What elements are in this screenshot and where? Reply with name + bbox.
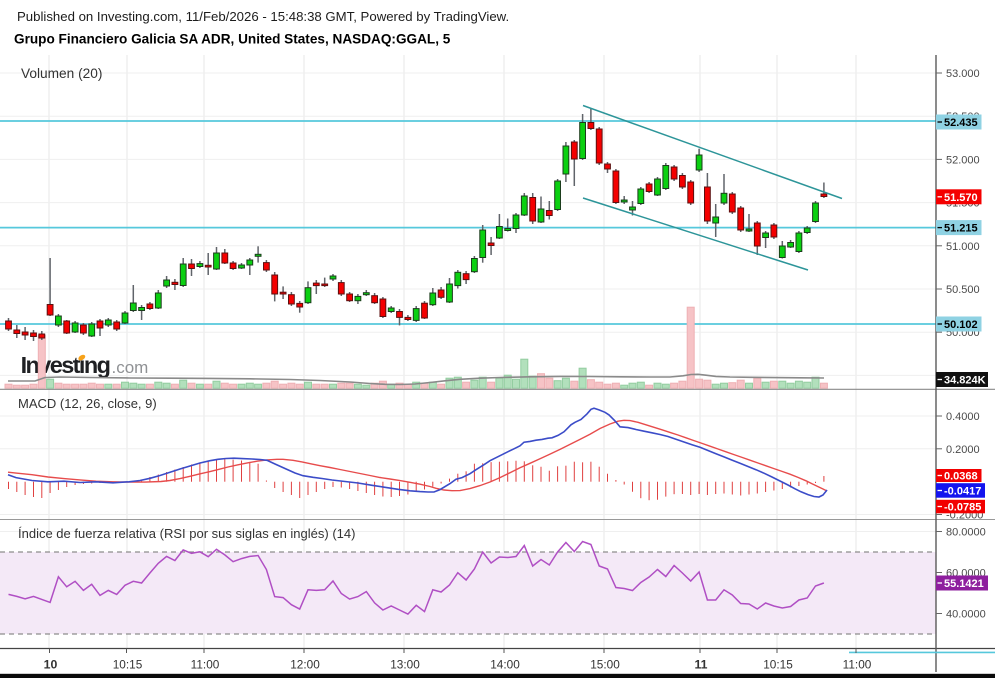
- svg-text:-0.0417: -0.0417: [944, 486, 981, 498]
- svg-text:-0.0785: -0.0785: [944, 502, 981, 514]
- svg-text:15:00: 15:00: [590, 657, 620, 671]
- svg-text:80.0000: 80.0000: [946, 527, 986, 539]
- svg-text:.com: .com: [112, 358, 149, 377]
- svg-text:Grupo Financiero Galicia SA AD: Grupo Financiero Galicia SA ADR, United …: [14, 32, 451, 47]
- svg-text:11:00: 11:00: [843, 657, 872, 671]
- svg-text:MACD (12, 26, close, 9): MACD (12, 26, close, 9): [18, 396, 157, 411]
- svg-text:55.1421: 55.1421: [944, 578, 984, 590]
- svg-text:40.0000: 40.0000: [946, 609, 986, 621]
- svg-text:14:00: 14:00: [490, 657, 520, 671]
- svg-text:11: 11: [695, 657, 708, 671]
- svg-text:Volumen (20): Volumen (20): [21, 66, 102, 81]
- svg-text:Índice de fuerza relativa (RSI: Índice de fuerza relativa (RSI por sus s…: [18, 526, 355, 541]
- svg-text:Investing: Investing: [21, 352, 110, 378]
- svg-text:0.4000: 0.4000: [946, 411, 980, 423]
- svg-text:12:00: 12:00: [290, 657, 320, 671]
- svg-text:50.500: 50.500: [946, 284, 980, 296]
- svg-text:34.824K: 34.824K: [944, 375, 986, 387]
- svg-text:0.2000: 0.2000: [946, 444, 980, 456]
- svg-text:50.102: 50.102: [944, 319, 978, 331]
- svg-text:10:15: 10:15: [113, 657, 143, 671]
- svg-text:Published on Investing.com, 11: Published on Investing.com, 11/Feb/2026 …: [17, 9, 509, 24]
- svg-text:11:00: 11:00: [191, 657, 220, 671]
- svg-text:52.435: 52.435: [944, 117, 978, 129]
- svg-text:53.000: 53.000: [946, 68, 980, 80]
- svg-text:51.215: 51.215: [944, 223, 978, 235]
- svg-text:51.570: 51.570: [944, 192, 978, 204]
- svg-text:13:00: 13:00: [390, 657, 420, 671]
- svg-text:10:15: 10:15: [763, 657, 793, 671]
- svg-text:10: 10: [44, 657, 58, 671]
- svg-text:51.000: 51.000: [946, 241, 980, 253]
- svg-text:52.000: 52.000: [946, 154, 980, 166]
- svg-text:0.0368: 0.0368: [944, 471, 978, 483]
